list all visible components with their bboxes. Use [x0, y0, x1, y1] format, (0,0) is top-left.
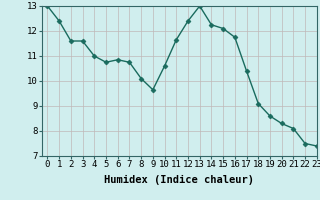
- X-axis label: Humidex (Indice chaleur): Humidex (Indice chaleur): [104, 175, 254, 185]
